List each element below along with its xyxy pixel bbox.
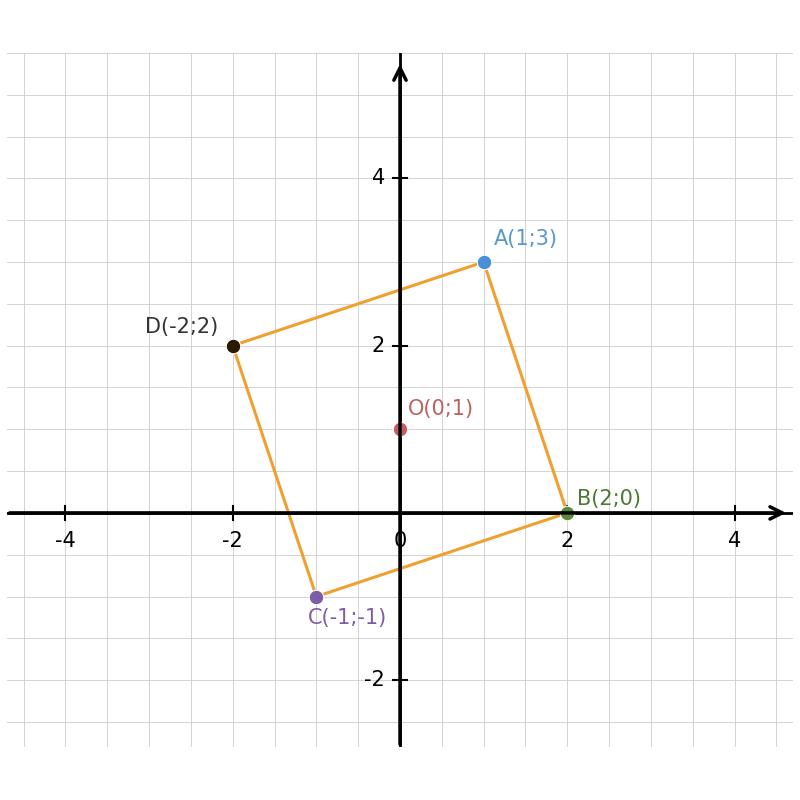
Text: C(-1;-1): C(-1;-1) [308, 608, 387, 628]
Text: A(1;3): A(1;3) [494, 230, 558, 250]
Text: D(-2;2): D(-2;2) [145, 318, 218, 338]
Text: 4: 4 [728, 531, 741, 551]
Point [561, 506, 574, 519]
Text: B(2;0): B(2;0) [578, 489, 642, 509]
Text: 2: 2 [561, 531, 574, 551]
Text: 0: 0 [394, 531, 406, 551]
Text: -4: -4 [55, 531, 76, 551]
Text: O(0;1): O(0;1) [408, 399, 474, 419]
Text: 4: 4 [372, 168, 385, 188]
Text: -2: -2 [222, 531, 243, 551]
Point [394, 423, 406, 436]
Point [226, 339, 239, 352]
Text: -2: -2 [364, 670, 385, 690]
Point [310, 590, 322, 603]
Text: 2: 2 [372, 336, 385, 356]
Point [478, 256, 490, 269]
